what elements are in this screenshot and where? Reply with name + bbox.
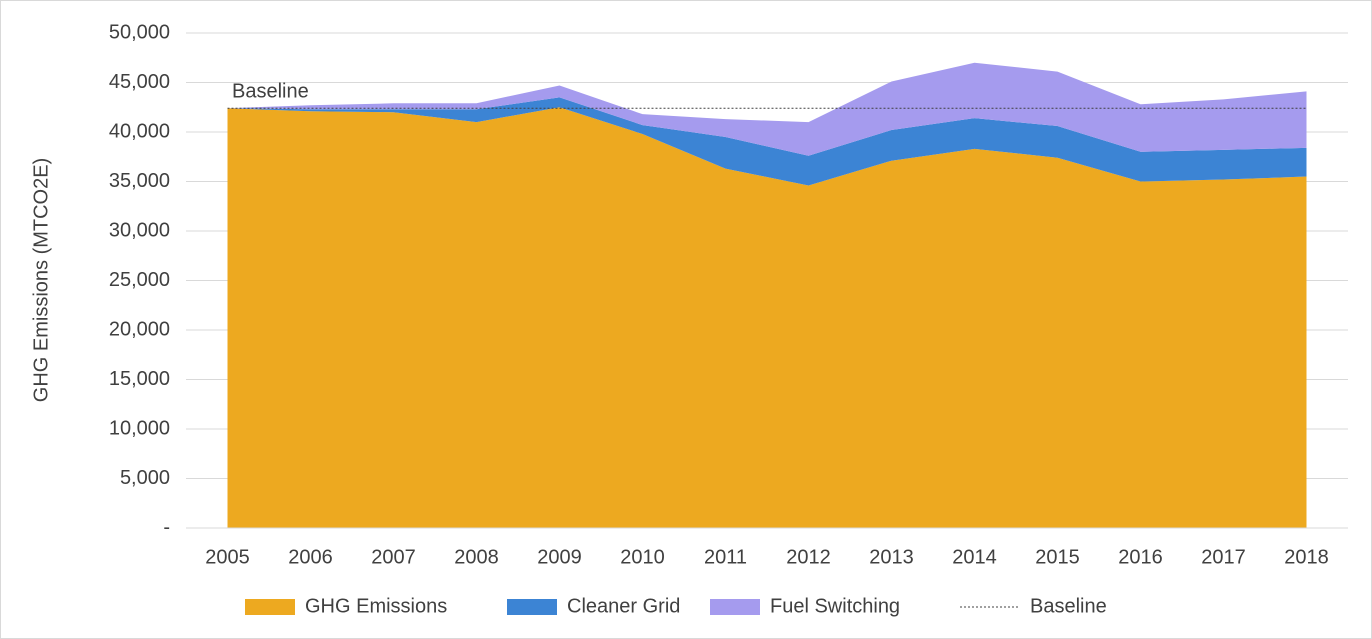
- area: [227, 62, 1307, 156]
- x-tick-label: 2010: [620, 546, 665, 568]
- area: [227, 97, 1307, 186]
- x-tick-label: 2014: [952, 546, 997, 568]
- x-tick-label: 2011: [704, 546, 747, 568]
- y-tick-label: 10,000: [109, 417, 170, 439]
- x-tick-label: 2015: [1035, 546, 1080, 568]
- y-tick-label: 15,000: [109, 368, 170, 390]
- x-tick-label: 2009: [537, 546, 582, 568]
- area: [227, 107, 1307, 528]
- legend-swatch: [245, 599, 295, 615]
- y-tick-label: 30,000: [109, 219, 170, 241]
- y-tick-label: 45,000: [109, 71, 170, 93]
- y-tick-label: 35,000: [109, 170, 170, 192]
- x-tick-label: 2018: [1284, 546, 1329, 568]
- x-tick-label: 2012: [786, 546, 831, 568]
- legend-label: Cleaner Grid: [567, 595, 680, 617]
- y-axis-label: GHG Emissions (MTCO2E): [30, 158, 52, 402]
- baseline-label: Baseline: [232, 81, 309, 103]
- x-tick-label: 2017: [1201, 546, 1246, 568]
- legend-label: GHG Emissions: [305, 595, 447, 617]
- y-tick-label: -: [163, 516, 170, 538]
- legend-label: Fuel Switching: [770, 595, 900, 617]
- x-tick-label: 2013: [869, 546, 914, 568]
- legend-swatch: [710, 599, 760, 615]
- y-tick-label: 20,000: [109, 318, 170, 340]
- x-tick-label: 2005: [205, 546, 250, 568]
- x-tick-label: 2016: [1118, 546, 1163, 568]
- y-tick-label: 40,000: [109, 120, 170, 142]
- y-tick-label: 25,000: [109, 269, 170, 291]
- x-tick-label: 2006: [288, 546, 333, 568]
- x-tick-label: 2007: [371, 546, 416, 568]
- legend-swatch: [507, 599, 557, 615]
- x-tick-label: 2008: [454, 546, 499, 568]
- y-tick-label: 50,000: [109, 21, 170, 43]
- y-tick-label: 5,000: [120, 467, 170, 489]
- legend-label: Baseline: [1030, 595, 1107, 617]
